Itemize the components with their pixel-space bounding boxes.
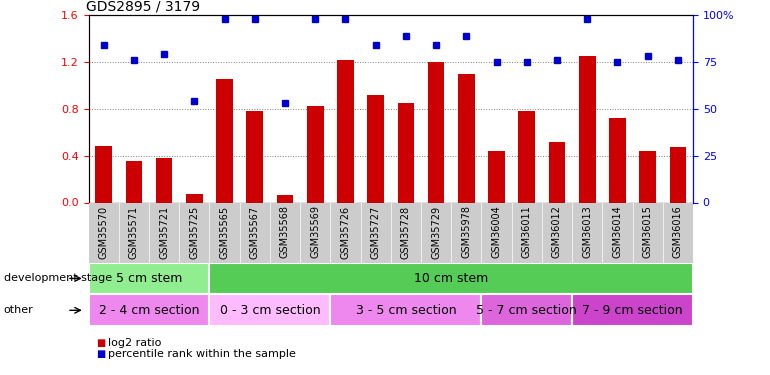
Text: 7 - 9 cm section: 7 - 9 cm section	[582, 304, 683, 317]
Text: GSM35568: GSM35568	[280, 206, 290, 258]
Bar	[579, 56, 595, 202]
Bar	[276, 195, 293, 202]
Text: GSM35569: GSM35569	[310, 206, 320, 258]
Text: GSM35727: GSM35727	[370, 206, 380, 259]
Text: GSM35726: GSM35726	[340, 206, 350, 259]
Text: GSM35567: GSM35567	[249, 206, 259, 259]
Text: GSM35729: GSM35729	[431, 206, 441, 259]
Text: GSM36014: GSM36014	[612, 206, 622, 258]
Text: GSM35570: GSM35570	[99, 206, 109, 259]
Text: ■: ■	[96, 350, 105, 359]
Text: GSM36013: GSM36013	[582, 206, 592, 258]
Bar	[209, 294, 330, 326]
Bar	[307, 106, 323, 202]
Bar	[156, 158, 172, 203]
Bar	[367, 95, 384, 202]
Text: 10 cm stem: 10 cm stem	[414, 272, 488, 285]
Bar	[246, 111, 263, 202]
Text: GSM36016: GSM36016	[673, 206, 683, 258]
Text: 5 - 7 cm section: 5 - 7 cm section	[477, 304, 578, 317]
Text: log2 ratio: log2 ratio	[108, 338, 161, 348]
Bar	[397, 103, 414, 202]
Text: development stage: development stage	[4, 273, 112, 284]
Bar	[639, 151, 656, 202]
Text: percentile rank within the sample: percentile rank within the sample	[108, 350, 296, 359]
Bar	[330, 294, 481, 326]
Text: GSM35978: GSM35978	[461, 206, 471, 258]
Bar	[609, 118, 626, 202]
Text: ■: ■	[96, 338, 105, 348]
Bar	[209, 262, 693, 294]
Text: GSM35721: GSM35721	[159, 206, 169, 259]
Text: GSM36011: GSM36011	[522, 206, 532, 258]
Text: GSM36012: GSM36012	[552, 206, 562, 258]
Text: GSM35728: GSM35728	[401, 206, 411, 259]
Text: GSM36004: GSM36004	[491, 206, 501, 258]
Bar	[89, 294, 209, 326]
Bar	[126, 162, 142, 202]
Bar	[518, 111, 535, 202]
Text: GSM35565: GSM35565	[219, 206, 229, 259]
Bar	[89, 202, 693, 262]
Bar	[186, 194, 203, 202]
Bar	[95, 146, 112, 202]
Text: GSM35571: GSM35571	[129, 206, 139, 259]
Text: GSM35725: GSM35725	[189, 206, 199, 259]
Text: GSM36015: GSM36015	[643, 206, 653, 258]
Bar	[481, 294, 572, 326]
Text: 5 cm stem: 5 cm stem	[116, 272, 182, 285]
Bar	[670, 147, 686, 202]
Bar	[488, 151, 505, 202]
Text: 3 - 5 cm section: 3 - 5 cm section	[356, 304, 456, 317]
Text: 0 - 3 cm section: 0 - 3 cm section	[219, 304, 320, 317]
Text: other: other	[4, 305, 34, 315]
Text: GDS2895 / 3179: GDS2895 / 3179	[85, 0, 199, 14]
Bar	[572, 294, 693, 326]
Bar	[216, 80, 233, 203]
Bar	[337, 60, 353, 202]
Text: 2 - 4 cm section: 2 - 4 cm section	[99, 304, 199, 317]
Bar	[549, 142, 565, 202]
Bar	[458, 74, 474, 202]
Bar	[428, 62, 444, 202]
Bar	[89, 262, 209, 294]
